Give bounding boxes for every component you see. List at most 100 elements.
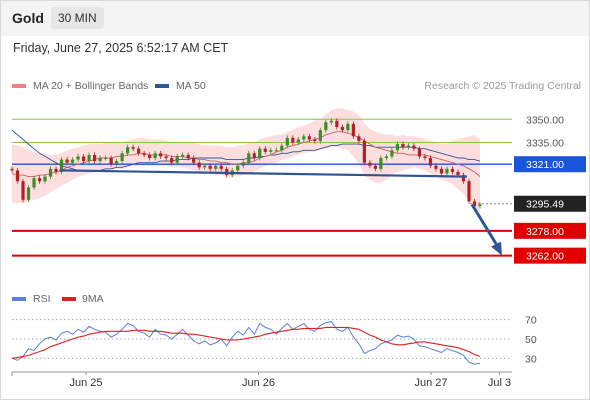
candle-body	[153, 153, 157, 158]
candle-body	[170, 158, 174, 163]
copyright-credit: Research © 2025 Trading Central	[424, 80, 581, 92]
candle-body	[357, 136, 361, 141]
candle-body	[219, 165, 223, 169]
candle-body	[395, 144, 400, 151]
candle-body	[32, 178, 36, 188]
candle-body	[417, 148, 422, 157]
candle-body	[329, 120, 333, 123]
candle-body	[379, 158, 383, 169]
rsi-tick-label-50: 50	[525, 334, 537, 346]
candle-body	[362, 140, 366, 163]
level-tag-3278.00	[514, 222, 586, 239]
candle-body	[192, 158, 196, 163]
candle-body	[285, 137, 289, 146]
candle-body	[115, 161, 119, 165]
candle-body	[109, 158, 113, 165]
projection-arrow-head	[491, 241, 502, 256]
candle-body	[478, 204, 482, 207]
candle-body	[307, 136, 311, 140]
candle-body	[164, 156, 168, 158]
candle-body	[302, 136, 306, 140]
level-label-3278.00: 3278.00	[526, 226, 564, 238]
candle-body	[472, 201, 477, 207]
instrument-name: Gold	[12, 10, 44, 26]
level-tag-3262.00	[514, 247, 586, 264]
candle-body	[456, 171, 460, 176]
candle-body	[346, 123, 350, 131]
candle-body	[280, 145, 284, 151]
rsi-line	[11, 321, 481, 365]
candle-body	[59, 159, 64, 172]
candle-body	[384, 156, 388, 158]
level-tag-3295.49	[514, 195, 586, 212]
candles-group	[10, 118, 482, 209]
candle-body	[186, 154, 190, 158]
candle-body	[175, 156, 179, 163]
candle-body	[48, 168, 53, 177]
candle-body	[401, 144, 405, 148]
chart-datetime: Friday, June 27, 2025 6:52:17 AM CET	[13, 41, 229, 55]
candle-body	[126, 147, 130, 154]
candle-body	[87, 154, 91, 162]
candle-body	[461, 175, 466, 182]
candle-body	[43, 176, 47, 182]
projection-arrow-shaft	[470, 203, 501, 250]
level-label-3295.49: 3295.49	[526, 199, 564, 211]
candle-body	[137, 148, 141, 154]
timeframe-button[interactable]: 30 MIN	[51, 7, 104, 29]
ma20-legend-swatch	[12, 84, 26, 88]
ma20-legend-label: MA 20 + Bollinger Bands	[33, 80, 149, 92]
candle-body	[274, 150, 278, 152]
rsi-ma9-line	[11, 326, 481, 359]
candle-body	[65, 159, 69, 163]
candle-body	[252, 153, 256, 158]
rsi-ma9-legend-swatch	[62, 297, 76, 301]
candle-body	[214, 165, 218, 169]
candle-body	[81, 156, 86, 162]
candle-body	[247, 153, 251, 163]
rsi-tick-label-30: 30	[525, 353, 537, 365]
x-tick-label-2: Jun 27	[414, 377, 447, 389]
x-tick-label-1: Jun 26	[242, 377, 275, 389]
level-label-3335.00: 3335.00	[526, 138, 564, 150]
candle-body	[15, 170, 20, 182]
rsi-tick-label-70: 70	[525, 315, 537, 327]
rsi-ma9-legend-label: 9MA	[82, 293, 104, 305]
candle-body	[450, 168, 455, 172]
candle-body	[423, 156, 427, 158]
candle-body	[445, 168, 449, 174]
candle-body	[406, 145, 411, 148]
candle-body	[313, 139, 317, 141]
candle-body	[26, 187, 31, 200]
level-label-3262.00: 3262.00	[526, 251, 564, 263]
candle-body	[324, 122, 328, 131]
candle-body	[439, 168, 444, 174]
candle-body	[241, 162, 245, 166]
candle-body	[467, 181, 471, 202]
rsi-legend-label: RSI	[33, 293, 51, 305]
candle-body	[159, 153, 163, 157]
candle-body	[351, 123, 355, 137]
candle-body	[390, 150, 394, 157]
candle-body	[269, 150, 273, 152]
trendline	[59, 169, 468, 178]
candle-body	[142, 153, 146, 155]
level-label-3350.00: 3350.00	[526, 114, 564, 126]
candle-body	[181, 154, 185, 157]
candle-body	[92, 154, 97, 162]
x-tick-label-0: Jun 25	[69, 377, 102, 389]
candle-body	[98, 158, 102, 162]
candle-body	[412, 145, 416, 149]
candle-body	[258, 148, 262, 158]
candle-body	[236, 165, 240, 171]
bollinger-band-area	[12, 108, 480, 213]
level-label-3321.00: 3321.00	[526, 159, 564, 171]
candle-body	[296, 139, 300, 143]
candle-body	[197, 162, 201, 168]
x-tick-label-3: Jul 3	[488, 377, 511, 389]
ma50-legend-swatch	[155, 84, 169, 88]
candle-body	[120, 153, 124, 162]
candle-body	[373, 165, 377, 169]
candle-body	[21, 181, 25, 200]
